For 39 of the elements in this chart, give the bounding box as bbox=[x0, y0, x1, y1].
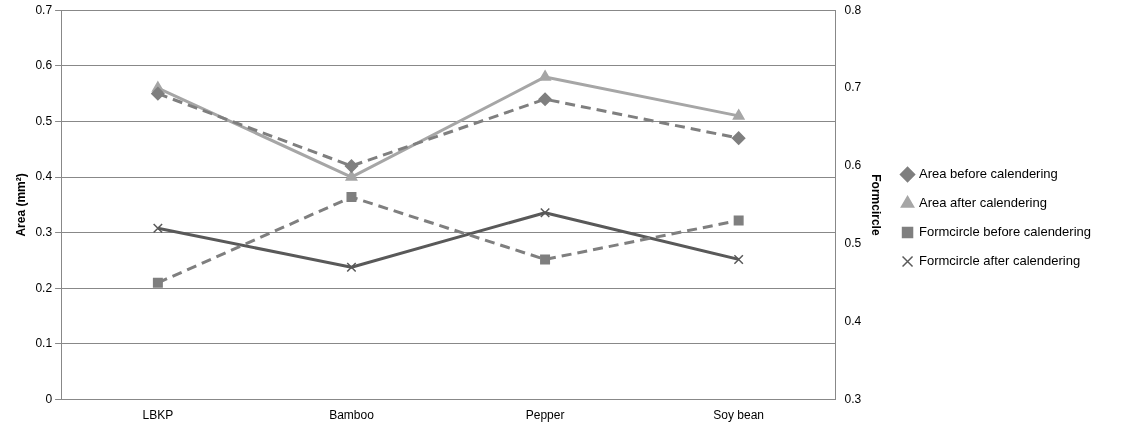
point bbox=[732, 109, 745, 120]
point bbox=[346, 192, 357, 203]
point bbox=[540, 254, 551, 265]
point bbox=[151, 86, 165, 101]
y-tick-label: 0.3 bbox=[35, 225, 53, 240]
point bbox=[344, 159, 359, 173]
y-tick-label: 0.1 bbox=[35, 336, 53, 351]
y-tick-label: 0.6 bbox=[35, 58, 53, 73]
y-tick-label: 0.5 bbox=[35, 113, 53, 128]
y2-tick-label: 0.7 bbox=[844, 80, 862, 95]
x-tick-label: LBKP bbox=[142, 408, 174, 423]
y-tick-label: 0 bbox=[45, 391, 53, 406]
y-axis-title: Area (mm²) bbox=[13, 173, 28, 237]
x-tick-label: Soy bean bbox=[713, 408, 765, 423]
point bbox=[733, 254, 744, 265]
y2-tick-label: 0.4 bbox=[844, 314, 862, 329]
y-tick-label: 0.4 bbox=[35, 169, 53, 184]
point bbox=[733, 215, 744, 226]
x-tick-label: Bamboo bbox=[329, 408, 375, 423]
point bbox=[345, 170, 358, 181]
point bbox=[731, 131, 746, 145]
y2-axis-title: Formcircle bbox=[869, 174, 884, 236]
x-tick-label: Pepper bbox=[525, 408, 565, 423]
legend-label: Formcircle before calendering bbox=[919, 224, 1091, 240]
point bbox=[152, 223, 163, 234]
legend-label: Area after calendering bbox=[919, 195, 1047, 211]
point bbox=[540, 207, 551, 218]
point bbox=[152, 277, 163, 288]
y-tick-label: 0.2 bbox=[35, 280, 53, 295]
point bbox=[539, 70, 552, 81]
legend-label: Area before calendering bbox=[919, 166, 1058, 182]
y2-tick-label: 0.6 bbox=[844, 158, 862, 173]
point bbox=[538, 92, 552, 106]
point bbox=[346, 262, 357, 273]
y2-tick-label: 0.5 bbox=[844, 236, 862, 251]
y-tick-label: 0.7 bbox=[35, 2, 53, 17]
legend-label: Formcircle after calendering bbox=[919, 253, 1081, 269]
y2-tick-label: 0.3 bbox=[844, 391, 862, 406]
y2-tick-label: 0.8 bbox=[844, 2, 862, 17]
